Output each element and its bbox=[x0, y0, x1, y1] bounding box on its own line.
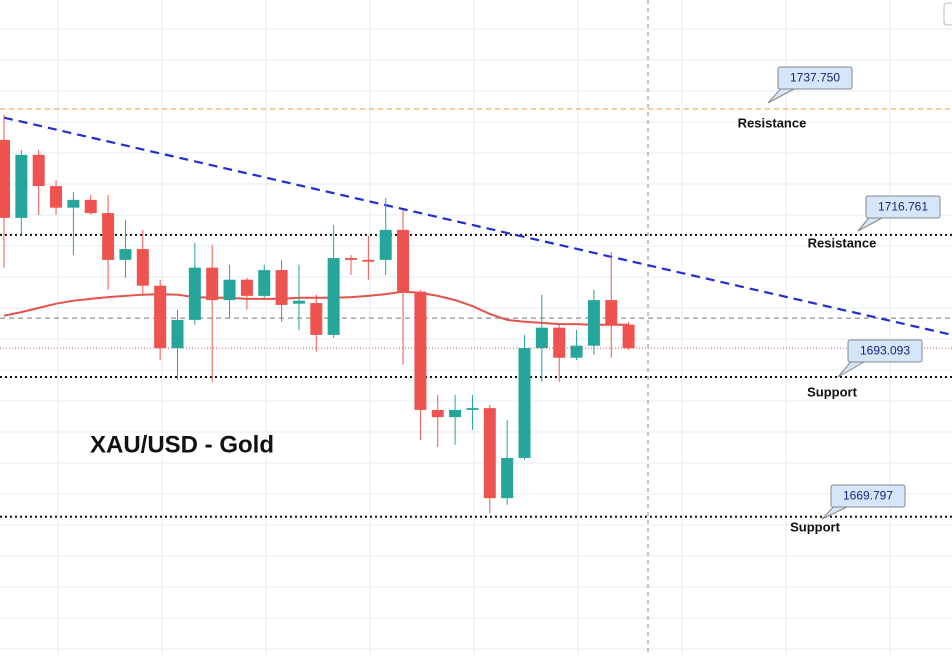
trendline bbox=[3, 116, 952, 336]
candle-body bbox=[32, 154, 45, 187]
candle-body bbox=[345, 258, 357, 260]
candle-body bbox=[535, 327, 548, 349]
candle-body bbox=[362, 259, 375, 262]
price-label: 1693.093 bbox=[860, 344, 910, 358]
candle-body bbox=[622, 324, 635, 349]
level-name: Support bbox=[790, 519, 840, 534]
candle-body bbox=[292, 300, 305, 304]
candle-body bbox=[223, 279, 236, 301]
candle-body bbox=[102, 213, 115, 260]
candle-body bbox=[84, 199, 97, 214]
price-label-box bbox=[865, 195, 941, 219]
candle-body bbox=[50, 186, 63, 208]
candle-body bbox=[188, 267, 201, 320]
candle-body bbox=[483, 408, 496, 499]
chart-title: XAU/USD - Gold bbox=[90, 431, 274, 458]
candle-body bbox=[570, 345, 583, 358]
price-label-box bbox=[830, 484, 906, 508]
candle-body bbox=[67, 199, 80, 208]
candle-body bbox=[553, 327, 566, 358]
candle-body bbox=[275, 270, 288, 305]
candle-body bbox=[136, 249, 149, 286]
candle-body bbox=[431, 409, 444, 418]
level-name: Support bbox=[807, 384, 857, 399]
candle-body bbox=[258, 270, 271, 296]
candle-body bbox=[310, 303, 323, 335]
candle-body bbox=[327, 258, 340, 335]
candle-body bbox=[501, 457, 514, 499]
candle-body bbox=[466, 408, 479, 410]
candle-body bbox=[518, 348, 531, 458]
candle-body bbox=[605, 300, 618, 325]
scale-button[interactable] bbox=[943, 2, 952, 26]
price-label-box bbox=[847, 339, 923, 363]
price-label-box bbox=[777, 66, 853, 90]
level-name: Resistance bbox=[738, 115, 807, 130]
candle-body bbox=[449, 409, 462, 418]
candle-body bbox=[0, 139, 10, 218]
candle-body bbox=[171, 319, 184, 349]
candle-body bbox=[15, 154, 28, 218]
label-pointer bbox=[837, 357, 865, 378]
price-label: 1737.750 bbox=[790, 71, 840, 85]
candle-body bbox=[154, 285, 167, 349]
candle-body bbox=[240, 279, 253, 296]
candle-body bbox=[379, 229, 392, 260]
candle-body bbox=[397, 229, 410, 292]
level-name: Resistance bbox=[808, 235, 877, 250]
candle-body bbox=[119, 249, 132, 260]
candle-body bbox=[206, 267, 219, 301]
candle-body bbox=[414, 291, 427, 410]
price-label: 1716.761 bbox=[878, 200, 928, 214]
candle-body bbox=[587, 300, 600, 346]
price-label: 1669.797 bbox=[843, 489, 893, 503]
